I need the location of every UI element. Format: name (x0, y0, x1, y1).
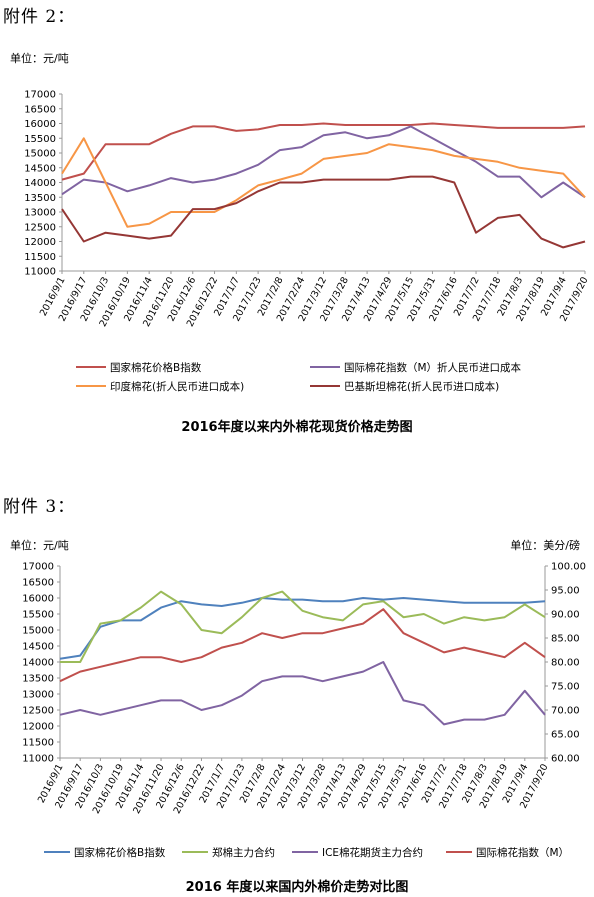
chart1-legend-label-3: 印度棉花(折人民币进口成本) (110, 380, 244, 393)
chart2-ytick-right-label: 95.00 (551, 586, 580, 597)
chart2-ytick-label: 16000 (22, 594, 54, 605)
chart2-ytick-right-label: 85.00 (551, 634, 580, 645)
chart1-series-line-2 (61, 125, 586, 199)
chart1-caption: 2016年度以来内外棉花现货价格走势图 (181, 420, 413, 435)
chart2-legend-label-1: 国家棉花价格B指数 (74, 846, 166, 859)
chart2-ytick-right-label: 100.00 (551, 562, 586, 573)
chart1-ytick-label: 11000 (24, 267, 56, 278)
chart1-ytick-label: 12000 (24, 237, 56, 248)
chart2-ytick-right-label: 60.00 (551, 754, 580, 765)
chart2-ytick-right-label: 90.00 (551, 610, 580, 621)
chart1-series-line-3 (61, 137, 586, 228)
chart1-ytick-label: 16000 (24, 119, 56, 130)
chart2-ytick-label: 15000 (22, 626, 54, 637)
chart2-ytick-label: 13500 (22, 674, 54, 685)
chart2-ytick-label: 16500 (22, 578, 54, 589)
chart1-ytick-label: 11500 (24, 252, 56, 263)
chart2-ytick-label: 12500 (22, 706, 54, 717)
chart2-ytick-right-label: 75.00 (551, 682, 580, 693)
chart2-ytick-label: 14000 (22, 658, 54, 669)
chart2-ytick-label: 12000 (22, 722, 54, 733)
chart2-series-line-3 (59, 661, 546, 726)
chart2-unit-left-label: 单位：元/吨 (10, 539, 69, 552)
chart2-series-line-4 (59, 608, 546, 683)
chart2-ytick-right-label: 70.00 (551, 706, 580, 717)
chart1-legend-label-2: 国际棉花指数（M）折人民币进口成本 (344, 361, 522, 374)
chart2-ytick-label: 11000 (22, 754, 54, 765)
attachment-3-heading: 附件 3： (3, 497, 76, 517)
chart2-ytick-label: 13000 (22, 690, 54, 701)
chart2-ytick-label: 11500 (22, 738, 54, 749)
chart1-ytick-label: 13500 (24, 193, 56, 204)
chart2-ytick-right-label: 65.00 (551, 730, 580, 741)
chart1-ytick-label: 14000 (24, 178, 56, 189)
chart1-legend-label-4: 巴基斯坦棉花(折人民币进口成本) (344, 380, 499, 393)
chart2-series-line-2 (60, 590, 546, 663)
chart2-ytick-right-label: 80.00 (551, 658, 580, 669)
chart2-legend-label-3: ICE棉花期货主力合约 (322, 846, 423, 859)
chart2-ytick-label: 14500 (22, 642, 54, 653)
chart2-ytick-label: 15500 (22, 610, 54, 621)
chart1-ytick-label: 17000 (24, 90, 56, 101)
chart1-ytick-label: 15500 (24, 134, 56, 145)
chart1-ytick-label: 15000 (24, 149, 56, 160)
chart1-price-trend: 11000 11500 12000 12500 13000 13500 14000 14500… (24, 90, 590, 394)
chart2-unit-right-label: 单位：美分/磅 (510, 539, 580, 552)
chart1-ytick-label: 12500 (24, 222, 56, 233)
chart1-ytick-label: 16500 (24, 104, 56, 115)
chart1-series-line-1 (61, 122, 586, 181)
chart2-legend-label-4: 国际棉花指数（M） (476, 846, 569, 859)
chart1-series-line-4 (61, 175, 586, 249)
chart2-ytick-label: 17000 (22, 562, 54, 573)
attachment-2-heading: 附件 2： (3, 7, 76, 27)
chart2-caption: 2016 年度以来国内外棉价走势对比图 (185, 880, 409, 895)
chart1-unit-label: 单位：元/吨 (10, 52, 69, 65)
chart1-legend-label-1: 国家棉花价格B指数 (110, 361, 202, 374)
chart1-ytick-label: 13000 (24, 208, 56, 219)
chart2-series-line-1 (59, 597, 546, 660)
chart1-ytick-label: 14500 (24, 163, 56, 174)
chart2-legend-label-2: 郑棉主力合约 (212, 846, 275, 859)
